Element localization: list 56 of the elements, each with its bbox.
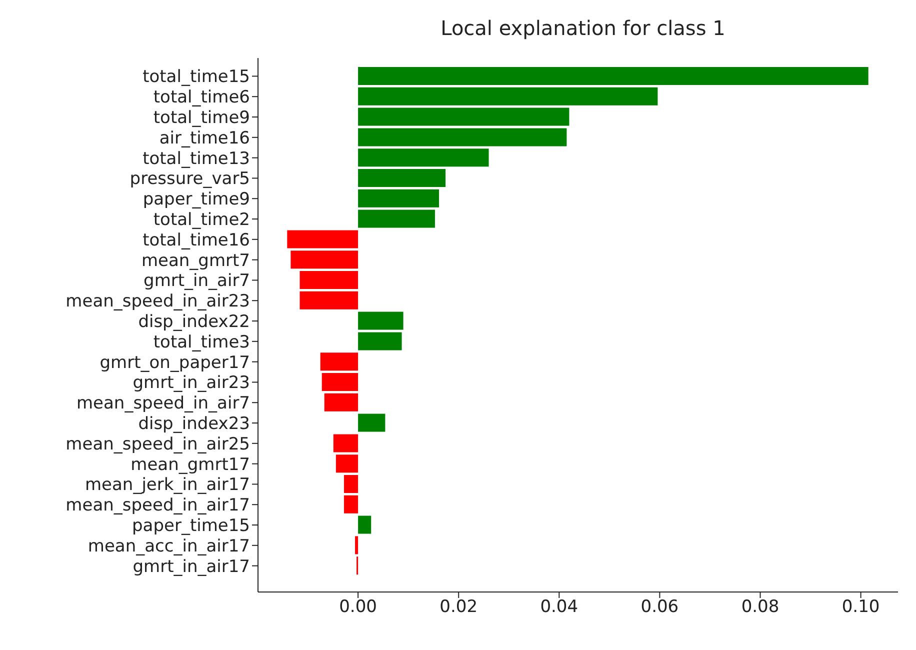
y-tick-label: paper_time15 [132, 516, 250, 536]
bar [358, 332, 402, 350]
bar [358, 108, 570, 126]
bar [333, 434, 358, 452]
y-tick-label: mean_jerk_in_air17 [85, 475, 250, 496]
y-tick-label: total_time6 [153, 88, 250, 108]
bar [290, 250, 358, 269]
bar [344, 495, 358, 514]
bar [300, 271, 358, 289]
y-tick-label: mean_gmrt7 [141, 250, 250, 271]
y-tick-label: total_time13 [142, 148, 250, 169]
y-tick-label: paper_time9 [142, 190, 250, 210]
bar [358, 148, 489, 167]
bar [358, 210, 435, 228]
y-tick-label: gmrt_in_air23 [132, 373, 250, 394]
y-tick-label: total_time9 [153, 108, 250, 128]
x-tick-label: 0.02 [440, 597, 478, 618]
y-tick-label: mean_speed_in_air25 [66, 434, 250, 454]
bar [358, 128, 567, 146]
bar [322, 373, 358, 391]
y-tick-label: pressure_var5 [130, 169, 250, 190]
y-tick-label: total_time15 [142, 67, 250, 88]
bar [287, 230, 358, 248]
y-tick-label: mean_acc_in_air17 [88, 536, 250, 556]
bar [358, 189, 439, 208]
y-tick-label: mean_speed_in_air23 [66, 292, 250, 312]
bar [358, 516, 372, 534]
y-tick-label: mean_gmrt17 [130, 454, 250, 475]
x-tick-label: 0.08 [741, 597, 780, 618]
bar [358, 87, 658, 106]
bar [344, 475, 358, 493]
y-tick-label: mean_speed_in_air17 [66, 496, 250, 516]
bar [324, 393, 358, 412]
bar [355, 536, 358, 554]
x-tick-label: 0.04 [540, 597, 578, 618]
bar [358, 67, 868, 85]
bar [358, 169, 446, 187]
x-tick-label: 0.00 [339, 597, 377, 618]
y-tick-label: disp_index22 [138, 312, 250, 332]
bar [300, 291, 358, 310]
chart-title: Local explanation for class 1 [440, 16, 726, 40]
y-tick-label: gmrt_on_paper17 [100, 352, 250, 373]
bar [320, 352, 358, 371]
bar [358, 414, 386, 432]
x-tick-label: 0.10 [842, 597, 880, 618]
y-tick-label: total_time2 [153, 210, 250, 230]
y-tick-label: disp_index23 [138, 414, 250, 434]
y-tick-label: total_time16 [142, 230, 250, 250]
x-tick-label: 0.06 [640, 597, 679, 618]
y-tick-label: gmrt_in_air17 [132, 556, 250, 577]
y-tick-label: air_time16 [159, 128, 250, 148]
y-tick-label: gmrt_in_air7 [144, 271, 250, 292]
y-tick-label: total_time3 [153, 332, 250, 352]
bar [336, 454, 358, 473]
y-tick-label: mean_speed_in_air7 [76, 394, 250, 414]
bar [358, 312, 404, 330]
